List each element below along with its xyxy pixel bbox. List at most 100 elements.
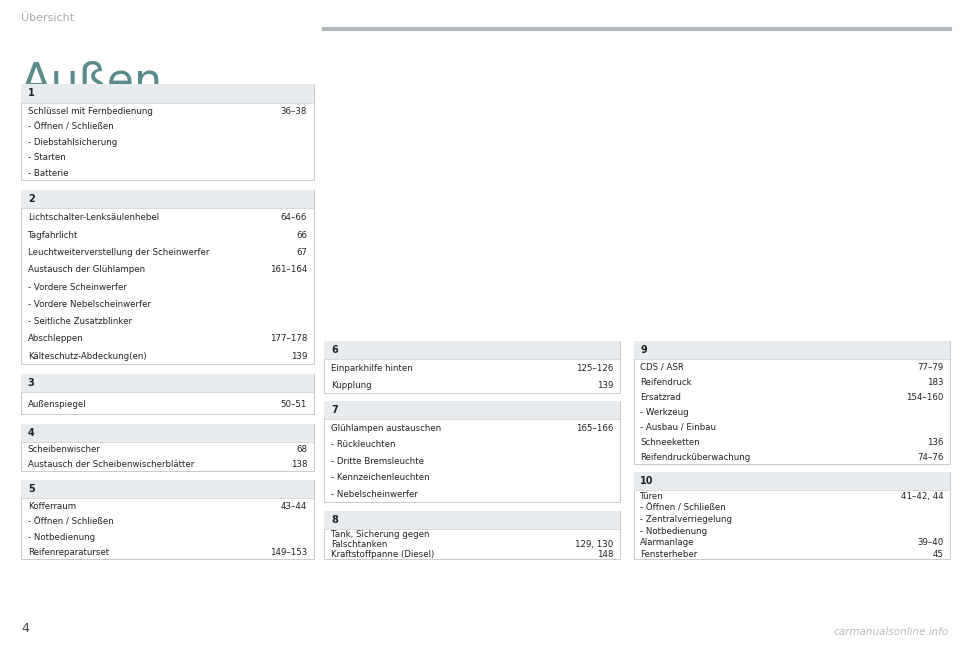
Text: 8: 8: [331, 515, 338, 525]
Text: 6: 6: [331, 345, 338, 355]
Text: 136: 136: [927, 438, 944, 447]
Bar: [21, 190, 314, 208]
Text: Übersicht: Übersicht: [21, 13, 74, 23]
Text: Außenspiegel: Außenspiegel: [28, 400, 86, 409]
Text: 43–44: 43–44: [281, 502, 307, 511]
Text: 68: 68: [297, 445, 307, 454]
Text: 1: 1: [28, 88, 35, 99]
Text: Scheibenwischer: Scheibenwischer: [28, 445, 101, 454]
Text: - Öffnen / Schließen: - Öffnen / Schließen: [640, 504, 726, 513]
Text: Kälteschutz-Abdeckung(en): Kälteschutz-Abdeckung(en): [28, 352, 147, 361]
Text: - Kennzeichenleuchten: - Kennzeichenleuchten: [331, 473, 430, 482]
Text: 77–79: 77–79: [918, 363, 944, 372]
Text: 183: 183: [927, 378, 944, 387]
Text: - Vordere Scheinwerfer: - Vordere Scheinwerfer: [28, 282, 127, 291]
Text: 41–42, 44: 41–42, 44: [900, 492, 944, 501]
Text: - Öffnen / Schließen: - Öffnen / Schließen: [28, 122, 113, 131]
Text: 2: 2: [28, 194, 35, 204]
Text: Lichtschalter-Lenksäulenhebel: Lichtschalter-Lenksäulenhebel: [28, 214, 159, 223]
Text: Tank, Sicherung gegen: Tank, Sicherung gegen: [331, 530, 430, 539]
Text: 149–153: 149–153: [270, 548, 307, 557]
Text: Austausch der Scheibenwischerblätter: Austausch der Scheibenwischerblätter: [28, 459, 194, 469]
Text: Ersatzrad: Ersatzrad: [640, 393, 682, 402]
Text: - Starten: - Starten: [28, 153, 65, 162]
Text: - Dritte Bremsleuchte: - Dritte Bremsleuchte: [331, 457, 424, 466]
Text: 161–164: 161–164: [270, 265, 307, 275]
Text: Schneeketten: Schneeketten: [640, 438, 700, 447]
Text: 139: 139: [291, 352, 307, 361]
Text: - Werkzeug: - Werkzeug: [640, 408, 689, 417]
Bar: [21, 84, 314, 103]
Text: 5: 5: [28, 484, 35, 495]
Bar: [21, 480, 314, 559]
Text: 74–76: 74–76: [918, 453, 944, 462]
Bar: [634, 88, 950, 331]
Text: 36–38: 36–38: [281, 106, 307, 116]
Bar: [21, 374, 314, 392]
Text: 7: 7: [331, 405, 338, 415]
Text: 39–40: 39–40: [918, 538, 944, 547]
Text: CDS / ASR: CDS / ASR: [640, 363, 684, 372]
Text: 45: 45: [933, 550, 944, 559]
Text: Fensterheber: Fensterheber: [640, 550, 698, 559]
Text: 125–126: 125–126: [576, 363, 613, 373]
Bar: [634, 341, 950, 464]
Bar: [21, 424, 314, 471]
Text: 3: 3: [28, 378, 35, 388]
Text: Reifendrucküberwachung: Reifendrucküberwachung: [640, 453, 751, 462]
Text: - Ausbau / Einbau: - Ausbau / Einbau: [640, 422, 716, 432]
Text: 148: 148: [597, 550, 613, 559]
Text: 177–178: 177–178: [270, 334, 307, 343]
Bar: [324, 511, 620, 529]
Bar: [634, 472, 950, 490]
Bar: [324, 341, 620, 359]
Bar: [634, 472, 950, 559]
Text: Kupplung: Kupplung: [331, 380, 372, 389]
Text: 64–66: 64–66: [281, 214, 307, 223]
Text: - Notbedienung: - Notbedienung: [28, 533, 95, 542]
Text: Reifenreparaturset: Reifenreparaturset: [28, 548, 109, 557]
Bar: [324, 401, 620, 502]
Bar: [21, 190, 314, 364]
Text: Austausch der Glühlampen: Austausch der Glühlampen: [28, 265, 145, 275]
Text: 9: 9: [640, 345, 647, 355]
Text: - Diebstahlsicherung: - Diebstahlsicherung: [28, 138, 117, 147]
Text: Kofferraum: Kofferraum: [28, 502, 76, 511]
Bar: [21, 480, 314, 498]
Text: 67: 67: [297, 248, 307, 257]
Text: Einparkhilfe hinten: Einparkhilfe hinten: [331, 363, 413, 373]
Bar: [634, 341, 950, 359]
Text: 50–51: 50–51: [281, 400, 307, 409]
Text: Kraftstoffpanne (Diesel): Kraftstoffpanne (Diesel): [331, 550, 435, 559]
Text: - Rückleuchten: - Rückleuchten: [331, 440, 396, 449]
Text: 138: 138: [291, 459, 307, 469]
Text: 4: 4: [21, 622, 29, 635]
Text: Tagfahrlicht: Tagfahrlicht: [28, 230, 78, 239]
Text: - Seitliche Zusatzblinker: - Seitliche Zusatzblinker: [28, 317, 132, 326]
Text: Außen: Außen: [21, 60, 163, 103]
Bar: [324, 511, 620, 559]
Text: - Nebelscheinwerfer: - Nebelscheinwerfer: [331, 490, 418, 499]
Text: - Vordere Nebelscheinwerfer: - Vordere Nebelscheinwerfer: [28, 300, 151, 309]
Text: - Notbedienung: - Notbedienung: [640, 526, 708, 535]
Bar: [21, 84, 314, 180]
Text: Abschleppen: Abschleppen: [28, 334, 84, 343]
Text: 4: 4: [28, 428, 35, 438]
Text: - Zentralverriegelung: - Zentralverriegelung: [640, 515, 732, 524]
Text: Leuchtweiterverstellung der Scheinwerfer: Leuchtweiterverstellung der Scheinwerfer: [28, 248, 209, 257]
Bar: [21, 424, 314, 442]
Bar: [324, 341, 620, 393]
Text: - Öffnen / Schließen: - Öffnen / Schließen: [28, 517, 113, 526]
Text: Falschtanken: Falschtanken: [331, 540, 388, 549]
Text: Alarmanlage: Alarmanlage: [640, 538, 695, 547]
Text: Reifendruck: Reifendruck: [640, 378, 692, 387]
Text: 139: 139: [597, 380, 613, 389]
Text: Glühlampen austauschen: Glühlampen austauschen: [331, 424, 442, 433]
Text: 10: 10: [640, 476, 654, 486]
Text: Schlüssel mit Fernbedienung: Schlüssel mit Fernbedienung: [28, 106, 153, 116]
Text: Türen: Türen: [640, 492, 664, 501]
Text: carmanualsonline.info: carmanualsonline.info: [833, 628, 948, 637]
Text: 129, 130: 129, 130: [575, 540, 613, 549]
Bar: [324, 401, 620, 419]
Bar: [324, 91, 620, 337]
